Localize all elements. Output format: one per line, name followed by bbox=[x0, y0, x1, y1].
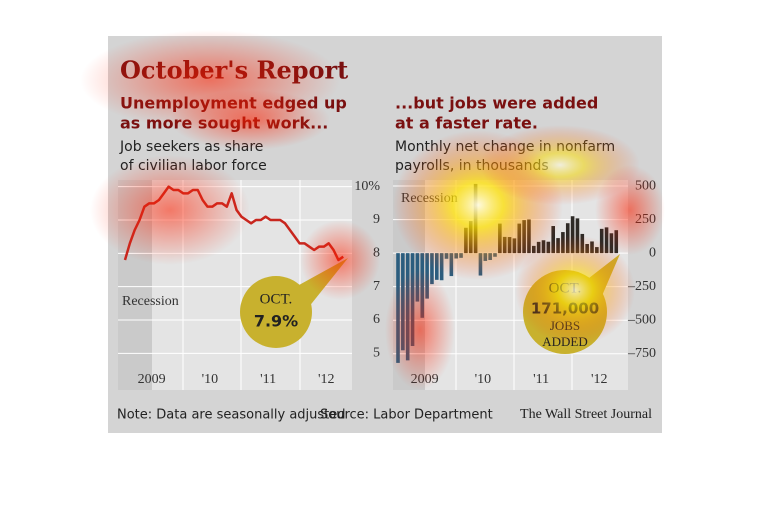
bar bbox=[459, 253, 463, 258]
source: Source: Labor Department bbox=[320, 408, 493, 423]
annotation: OCT. bbox=[260, 291, 293, 307]
bar bbox=[430, 253, 434, 285]
bar bbox=[565, 223, 570, 254]
bar bbox=[478, 253, 483, 276]
note: Note: Data are seasonally adjusted bbox=[117, 408, 346, 423]
bar bbox=[590, 241, 594, 254]
bar bbox=[405, 253, 410, 361]
bar bbox=[454, 253, 458, 259]
bar bbox=[444, 253, 449, 259]
recession-shade bbox=[118, 180, 152, 390]
bar bbox=[483, 253, 488, 261]
y-tick-label: 8 bbox=[373, 246, 380, 261]
y-tick-label: 7 bbox=[373, 279, 380, 294]
bar bbox=[464, 227, 468, 254]
bar bbox=[439, 253, 444, 281]
y-tick-label: 10% bbox=[354, 179, 380, 194]
bar bbox=[536, 241, 541, 254]
bar bbox=[532, 245, 536, 254]
y-tick-label: 9 bbox=[373, 212, 380, 227]
bar bbox=[585, 244, 589, 254]
y-tick-label: 0 bbox=[649, 245, 656, 260]
bar bbox=[420, 253, 425, 318]
bar bbox=[527, 219, 531, 254]
bar bbox=[488, 253, 492, 260]
chart-title: Unemployment edged up bbox=[120, 94, 347, 113]
chart-title: as more sought work... bbox=[120, 114, 328, 133]
x-tick-label: '12 bbox=[318, 372, 335, 387]
bar bbox=[410, 253, 415, 346]
bar bbox=[507, 237, 512, 254]
bar bbox=[415, 253, 420, 302]
annotation: JOBS bbox=[550, 318, 580, 333]
annotation: ADDED bbox=[542, 334, 588, 349]
x-tick-label: 2009 bbox=[411, 372, 439, 387]
bar bbox=[595, 247, 599, 254]
bar bbox=[570, 216, 575, 254]
x-tick-label: '12 bbox=[591, 372, 608, 387]
chart-subtitle: of civilian labor force bbox=[120, 158, 267, 174]
bar bbox=[556, 238, 560, 254]
annotation: OCT. bbox=[549, 280, 582, 296]
title: October's Report bbox=[120, 56, 348, 85]
bar bbox=[575, 218, 580, 254]
y-tick-label: 250 bbox=[635, 212, 656, 227]
bar bbox=[435, 253, 439, 280]
bar bbox=[502, 236, 507, 254]
bar bbox=[546, 241, 551, 254]
bar bbox=[401, 253, 405, 351]
bar bbox=[561, 232, 565, 254]
recession-label: Recession bbox=[401, 191, 458, 206]
chart-subtitle: Job seekers as share bbox=[119, 139, 263, 155]
y-tick-label: 500 bbox=[635, 178, 656, 193]
bar bbox=[517, 223, 522, 254]
bar bbox=[449, 253, 454, 277]
bar bbox=[604, 227, 609, 254]
bar bbox=[425, 253, 429, 299]
bar bbox=[468, 221, 473, 254]
x-tick-label: '10 bbox=[475, 372, 492, 387]
y-tick-label: 5 bbox=[373, 346, 380, 361]
bar bbox=[522, 220, 526, 254]
bar bbox=[396, 253, 400, 363]
bar bbox=[493, 253, 497, 257]
x-tick-label: '10 bbox=[202, 372, 219, 387]
chart-title: at a faster rate. bbox=[395, 114, 538, 133]
y-tick-label: –500 bbox=[627, 312, 656, 327]
bar bbox=[473, 183, 478, 254]
x-tick-label: '11 bbox=[260, 372, 276, 387]
bar bbox=[551, 226, 555, 254]
bar bbox=[614, 230, 619, 254]
bar bbox=[498, 223, 502, 254]
bar bbox=[512, 238, 517, 254]
x-tick-label: 2009 bbox=[138, 372, 166, 387]
annotation: 171,000 bbox=[531, 300, 599, 318]
bar bbox=[609, 233, 614, 254]
annotation: 7.9% bbox=[254, 312, 298, 331]
y-tick-label: –250 bbox=[627, 279, 656, 294]
credit: The Wall Street Journal bbox=[520, 407, 652, 422]
y-tick-label: 6 bbox=[373, 312, 380, 327]
y-tick-label: –750 bbox=[627, 346, 656, 361]
chart-subtitle: payrolls, in thousands bbox=[395, 158, 549, 174]
chart-subtitle: Monthly net change in nonfarm bbox=[395, 139, 615, 155]
x-tick-label: '11 bbox=[533, 372, 549, 387]
chart-title: ...but jobs were added bbox=[395, 94, 598, 113]
bar bbox=[599, 228, 604, 254]
bar bbox=[580, 233, 585, 254]
bar bbox=[541, 240, 546, 254]
recession-label: Recession bbox=[122, 294, 179, 309]
